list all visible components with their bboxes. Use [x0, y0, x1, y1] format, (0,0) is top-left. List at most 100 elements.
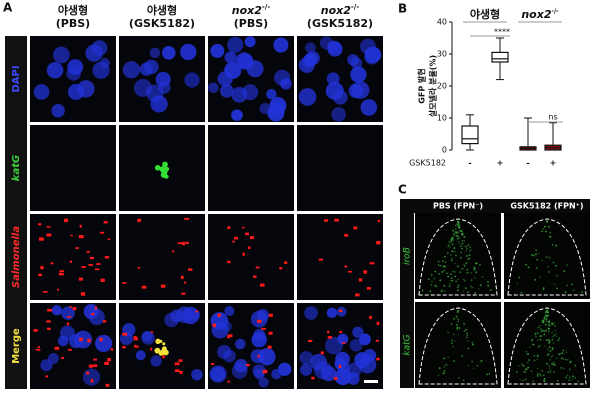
speckle [454, 262, 456, 265]
nucleus [77, 80, 95, 98]
speckle [536, 332, 539, 335]
speckle [450, 277, 453, 280]
speckle [529, 346, 531, 349]
speckle [538, 335, 541, 338]
bacterium [252, 275, 257, 278]
speckle [466, 339, 469, 342]
row-label: katG [11, 155, 22, 181]
bacterium [137, 218, 141, 222]
speckle [451, 339, 453, 342]
speckle [547, 327, 550, 330]
bacterium [141, 285, 147, 289]
nucleus [303, 53, 317, 67]
speckle [545, 323, 547, 326]
speckle [453, 340, 456, 342]
bacterium [211, 363, 215, 365]
speckle [456, 237, 459, 240]
speckle [448, 243, 451, 246]
speckle [457, 231, 460, 234]
speckle [463, 240, 465, 242]
speckle [442, 265, 444, 268]
bacterium [227, 380, 230, 383]
speckle [465, 287, 467, 290]
speckle [455, 231, 457, 233]
nucleus [274, 69, 291, 86]
speckle [536, 358, 539, 361]
bacterium [334, 218, 339, 222]
speckle [437, 264, 440, 266]
speckle [543, 377, 546, 380]
speckle [445, 363, 448, 366]
speckle [531, 254, 533, 256]
speckle [543, 333, 546, 336]
column-name: nox2 [232, 4, 262, 17]
bacterium [46, 226, 51, 228]
tissue-outline [507, 218, 587, 296]
bacterium [103, 221, 108, 224]
speckle [547, 339, 550, 342]
speckle [564, 291, 567, 294]
speckle [543, 379, 545, 382]
speckle [570, 283, 573, 286]
speckle [429, 290, 432, 293]
box [461, 125, 479, 145]
bacterium [179, 370, 183, 374]
speckle [461, 232, 464, 235]
bacterium [227, 226, 231, 229]
speckle [466, 332, 468, 335]
nucleus [83, 304, 99, 320]
speckle [461, 242, 464, 245]
speckle [545, 256, 548, 259]
speckle [565, 351, 568, 353]
speckle [516, 282, 519, 285]
label-strip [5, 36, 27, 389]
panel-label: B [398, 2, 407, 16]
speckle [556, 274, 559, 277]
speckle [435, 285, 438, 288]
bacterium [63, 218, 69, 222]
nucleus [348, 83, 364, 99]
bacterium [133, 336, 137, 339]
speckle [471, 360, 474, 363]
speckle [457, 284, 460, 287]
speckle [546, 362, 548, 365]
nucleus [254, 368, 265, 380]
speckle [473, 266, 476, 269]
micrograph [297, 125, 383, 211]
nucleus [92, 61, 110, 79]
speckle [545, 316, 548, 319]
speckle [458, 327, 461, 329]
micrograph [208, 214, 294, 300]
bacterium [100, 278, 105, 282]
speckle [443, 369, 446, 372]
speckle [454, 224, 457, 227]
speckle [438, 272, 441, 275]
nucleus [33, 84, 50, 100]
speckle [538, 373, 541, 376]
bacterium [72, 307, 77, 311]
significance: **** [494, 28, 510, 37]
bacterium [178, 359, 183, 362]
speckle [549, 369, 552, 372]
speckle [547, 225, 550, 228]
speckle [541, 319, 544, 322]
speckle [457, 221, 459, 223]
speckle [461, 267, 464, 270]
x-tick-label: - [526, 159, 529, 168]
speckle [540, 330, 543, 333]
nucleus [141, 331, 155, 345]
speckle [546, 354, 549, 356]
speckle [536, 339, 539, 342]
x-tick-label: + [497, 159, 504, 168]
speckle [547, 371, 550, 373]
speckle [486, 373, 489, 376]
micrograph [30, 125, 116, 211]
speckle [443, 371, 446, 374]
speckle [456, 326, 459, 329]
bacterium [217, 313, 221, 317]
speckle [557, 339, 560, 342]
speckle [546, 309, 549, 312]
speckle [568, 379, 570, 382]
speckle [465, 328, 468, 331]
speckle [468, 257, 471, 259]
